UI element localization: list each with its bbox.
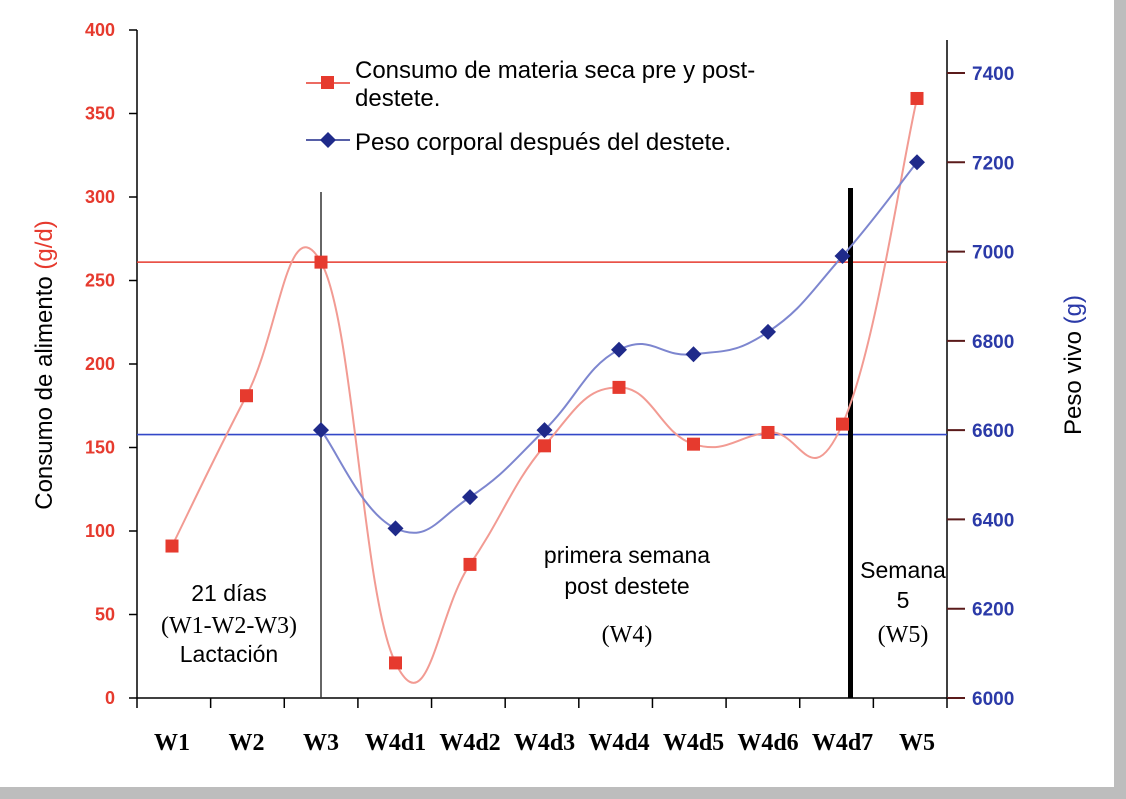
y-left-tick-label: 300 bbox=[85, 187, 115, 207]
annotation-week4-line2: post destete bbox=[564, 573, 689, 599]
y-right-tick-label: 7400 bbox=[972, 64, 1014, 85]
legend-peso-label: Peso corporal después del destete. bbox=[355, 129, 731, 156]
y-right-tick-label: 6800 bbox=[972, 332, 1014, 353]
peso-point-W4d4 bbox=[611, 341, 627, 358]
x-tick-label: W4d6 bbox=[737, 730, 798, 756]
consumo-point-W4d7 bbox=[836, 417, 849, 431]
x-tick-label: W4d4 bbox=[588, 730, 649, 756]
x-tick-label: W3 bbox=[303, 730, 339, 756]
legend-consumo-marker bbox=[321, 76, 334, 89]
x-tick-label: W4d7 bbox=[812, 730, 873, 756]
y-left-tick-label: 100 bbox=[85, 521, 115, 541]
series-line-consumo bbox=[171, 98, 918, 684]
consumo-point-W4d4 bbox=[612, 380, 626, 394]
y-right-tick-label: 7000 bbox=[972, 243, 1014, 264]
consumo-point-W4d5 bbox=[687, 437, 700, 451]
y-right-tick-label: 6200 bbox=[972, 600, 1014, 621]
consumo-point-W5 bbox=[910, 91, 924, 105]
annotation-week5-line3: (W5) bbox=[878, 622, 929, 648]
consumo-point-W3 bbox=[314, 255, 328, 269]
y-right-axis-title: Peso vivo (g) bbox=[1060, 295, 1087, 435]
y-left-tick-label: 400 bbox=[85, 20, 115, 40]
annotation-lactation-line2: (W1-W2-W3) bbox=[161, 613, 297, 639]
consumo-point-W4d1 bbox=[389, 656, 402, 670]
x-tick-label: W4d2 bbox=[439, 730, 500, 756]
y-left-tick-label: 0 bbox=[105, 688, 115, 708]
x-tick-label: W4d5 bbox=[663, 730, 724, 756]
peso-point-W4d6 bbox=[760, 323, 776, 340]
legend-consumo-label-line2: destete. bbox=[355, 85, 440, 112]
y-left-tick-label: 200 bbox=[85, 354, 115, 374]
annotation-lactation-line3: Lactación bbox=[180, 641, 278, 667]
annotation-week5-line1: Semana bbox=[860, 557, 946, 583]
peso-point-W4d2 bbox=[462, 489, 478, 506]
y-right-tick-label: 6000 bbox=[972, 689, 1014, 710]
y-right-tick-label: 6400 bbox=[972, 510, 1014, 531]
consumo-point-W2 bbox=[240, 389, 253, 403]
consumo-point-W4d3 bbox=[538, 439, 551, 453]
x-tick-label: W2 bbox=[229, 730, 265, 756]
x-tick-label: W5 bbox=[899, 730, 935, 756]
annotation-lactation-line1: 21 días bbox=[191, 580, 266, 606]
consumo-point-W4d6 bbox=[761, 425, 775, 439]
chart: 0 50 100 150 200 250 300 350 400 6000 6200 6400 6600… bbox=[31, 20, 1087, 756]
annotation-week4-line3: (W4) bbox=[602, 622, 653, 648]
annotation-week5-line2: 5 bbox=[897, 587, 910, 613]
legend-peso-marker bbox=[320, 132, 336, 148]
peso-point-W4d7 bbox=[834, 248, 851, 265]
peso-point-W4d5 bbox=[685, 346, 702, 363]
consumo-point-W1 bbox=[165, 539, 179, 553]
y-left-tick-label: 150 bbox=[85, 438, 115, 458]
x-tick-label: W4d1 bbox=[365, 730, 426, 756]
peso-point-W3 bbox=[313, 422, 329, 439]
consumo-point-W4d2 bbox=[463, 557, 477, 571]
y-left-tick-label: 350 bbox=[85, 104, 115, 124]
x-tick-label: W1 bbox=[154, 730, 190, 756]
y-left-tick-label: 50 bbox=[95, 605, 115, 625]
peso-point-W4d1 bbox=[387, 520, 404, 537]
peso-point-W5 bbox=[909, 154, 925, 171]
peso-point-W4d3 bbox=[536, 422, 553, 439]
y-left-axis-title: Consumo de alimento (g/d) bbox=[31, 220, 58, 510]
annotation-week4-line1: primera semana bbox=[544, 542, 710, 568]
y-right-tick-label: 6600 bbox=[972, 421, 1014, 442]
y-right-tick-label: 7200 bbox=[972, 153, 1014, 174]
y-left-tick-label: 250 bbox=[85, 271, 115, 291]
x-tick-label: W4d3 bbox=[514, 730, 575, 756]
legend-consumo-label-line1: Consumo de materia seca pre y post- bbox=[355, 57, 755, 84]
